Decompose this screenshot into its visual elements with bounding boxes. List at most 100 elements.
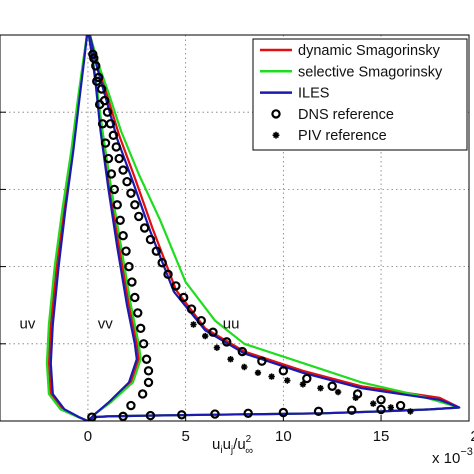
dns-marker-vv-1 [137, 389, 148, 399]
dns-marker-vv-22 [89, 53, 99, 63]
dns-marker-uu-23 [171, 281, 181, 291]
dns-marker-uu-4 [210, 409, 220, 419]
dns-marker-vv-0 [126, 400, 136, 411]
piv-marker-uu-13 [202, 332, 209, 340]
dns-marker-uu-28 [139, 223, 150, 233]
dns-marker-vv-20 [94, 99, 105, 110]
annotation-uv: uv [20, 315, 36, 332]
dns-marker-uu-3 [177, 410, 187, 420]
legend-label-4: PIV reference [298, 128, 387, 144]
x-tick-label-0: 0 [84, 428, 92, 445]
legend-box [252, 38, 468, 151]
piv-marker-uu-5 [317, 385, 324, 392]
piv-marker-uu-1 [387, 404, 394, 411]
xlabel-sub-j: j [230, 445, 233, 456]
dns-marker-uu-15 [278, 366, 289, 376]
piv-marker-uu-7 [284, 377, 291, 384]
dns-marker-uu-19 [208, 327, 218, 337]
legend-swatch-3 [271, 109, 281, 119]
dns-marker-vv-5 [138, 339, 149, 349]
x-tick-label-2: 10 [275, 428, 292, 445]
dns-marker-vv-12 [118, 231, 128, 241]
dns-marker-vv-16 [106, 169, 117, 179]
dns-marker-vv-4 [141, 354, 152, 364]
piv-marker-uu-9 [254, 369, 262, 376]
piv-marker-uu-3 [352, 394, 359, 401]
piv-marker-uu-12 [213, 344, 221, 351]
marker-layer [87, 49, 414, 421]
dns-marker-vv-15 [109, 184, 120, 195]
xlabel-sup-2: 2 [246, 434, 252, 445]
legend-swatch-4 [272, 131, 280, 139]
dns-marker-vv-17 [103, 153, 114, 164]
dns-marker-uu-24 [163, 269, 173, 280]
dns-marker-uu-14 [302, 373, 312, 384]
dns-marker-uu-10 [395, 400, 406, 411]
series-line-uv-7 [45, 35, 89, 421]
dns-marker-uu-34 [114, 153, 124, 164]
dns-marker-uu-35 [111, 142, 121, 152]
xlabel-u2: u [223, 436, 231, 453]
series-line-uv-8 [49, 35, 89, 421]
dns-marker-vv-3 [143, 366, 154, 376]
series-line-vv-5 [87, 35, 138, 421]
x-tick-label-4: 20 [470, 428, 474, 445]
dns-marker-vv-19 [97, 119, 108, 129]
dns-marker-uu-7 [313, 406, 324, 417]
piv-marker-uu-14 [190, 321, 197, 328]
dns-marker-vv-13 [115, 215, 125, 225]
dns-marker-uu-13 [327, 381, 337, 391]
dns-marker-uu-36 [108, 130, 119, 141]
dns-marker-vv-14 [112, 200, 122, 210]
dns-marker-uu-38 [102, 107, 113, 117]
annotation-vv: vv [98, 315, 114, 332]
x-tick-label-3: 15 [373, 428, 390, 445]
x-exponent-label: x 10−3 [432, 446, 473, 467]
x-exponent-power: −3 [460, 446, 473, 458]
x-ticks: 0 5 10 15 20 [0, 111, 474, 445]
dns-marker-uu-16 [257, 356, 267, 366]
piv-marker-uu-8 [268, 373, 275, 380]
dns-marker-uu-2 [145, 410, 156, 421]
legend: dynamic Smagorinsky selective Smagorinsky… [252, 38, 468, 151]
dns-marker-uu-33 [118, 165, 128, 175]
dns-marker-uu-40 [96, 84, 107, 94]
dns-marker-uu-32 [122, 176, 132, 187]
dns-marker-uu-11 [376, 395, 386, 405]
plot-frame [0, 34, 470, 422]
dns-marker-vv-2 [143, 377, 154, 388]
dns-marker-uu-9 [376, 404, 386, 415]
dns-marker-uu-29 [134, 211, 144, 222]
piv-marker-uu-11 [227, 356, 234, 363]
dns-marker-uu-27 [145, 234, 156, 245]
dns-marker-vv-9 [127, 277, 137, 287]
dns-marker-vv-11 [121, 246, 131, 256]
x-axis-label: uiuj/u2 ∞ [212, 434, 253, 457]
dns-marker-uu-18 [221, 337, 232, 347]
legend-label-3: DNS reference [298, 107, 394, 123]
dns-marker-uu-31 [126, 188, 136, 198]
xlabel-u1: u [212, 436, 220, 453]
piv-marker-uu-6 [299, 381, 307, 388]
dns-marker-uu-17 [237, 346, 248, 357]
legend-label-1: selective Smagorinsky [298, 64, 443, 80]
piv-marker-uu-2 [370, 400, 377, 407]
legend-label-0: dynamic Smagorinsky [298, 43, 441, 59]
piv-marker-uu-0 [407, 408, 414, 415]
xlabel-sub-i: i [220, 445, 222, 456]
annotation-uu: uu [223, 315, 240, 332]
x-exponent-base: x 10 [432, 450, 460, 467]
dns-marker-uu-21 [186, 304, 197, 314]
dns-marker-vv-8 [130, 292, 140, 303]
dns-marker-vv-21 [92, 76, 102, 87]
dns-marker-uu-8 [347, 405, 357, 415]
xlabel-slash-u: /u [233, 436, 246, 453]
profile-annotations: uv vv uu [20, 315, 240, 332]
dns-marker-uu-20 [196, 315, 206, 326]
dns-marker-vv-7 [133, 308, 143, 318]
legend-label-2: ILES [298, 86, 329, 102]
dns-marker-uu-25 [157, 258, 167, 268]
dns-marker-vv-6 [135, 323, 146, 334]
series-line-uu-2 [87, 35, 461, 421]
